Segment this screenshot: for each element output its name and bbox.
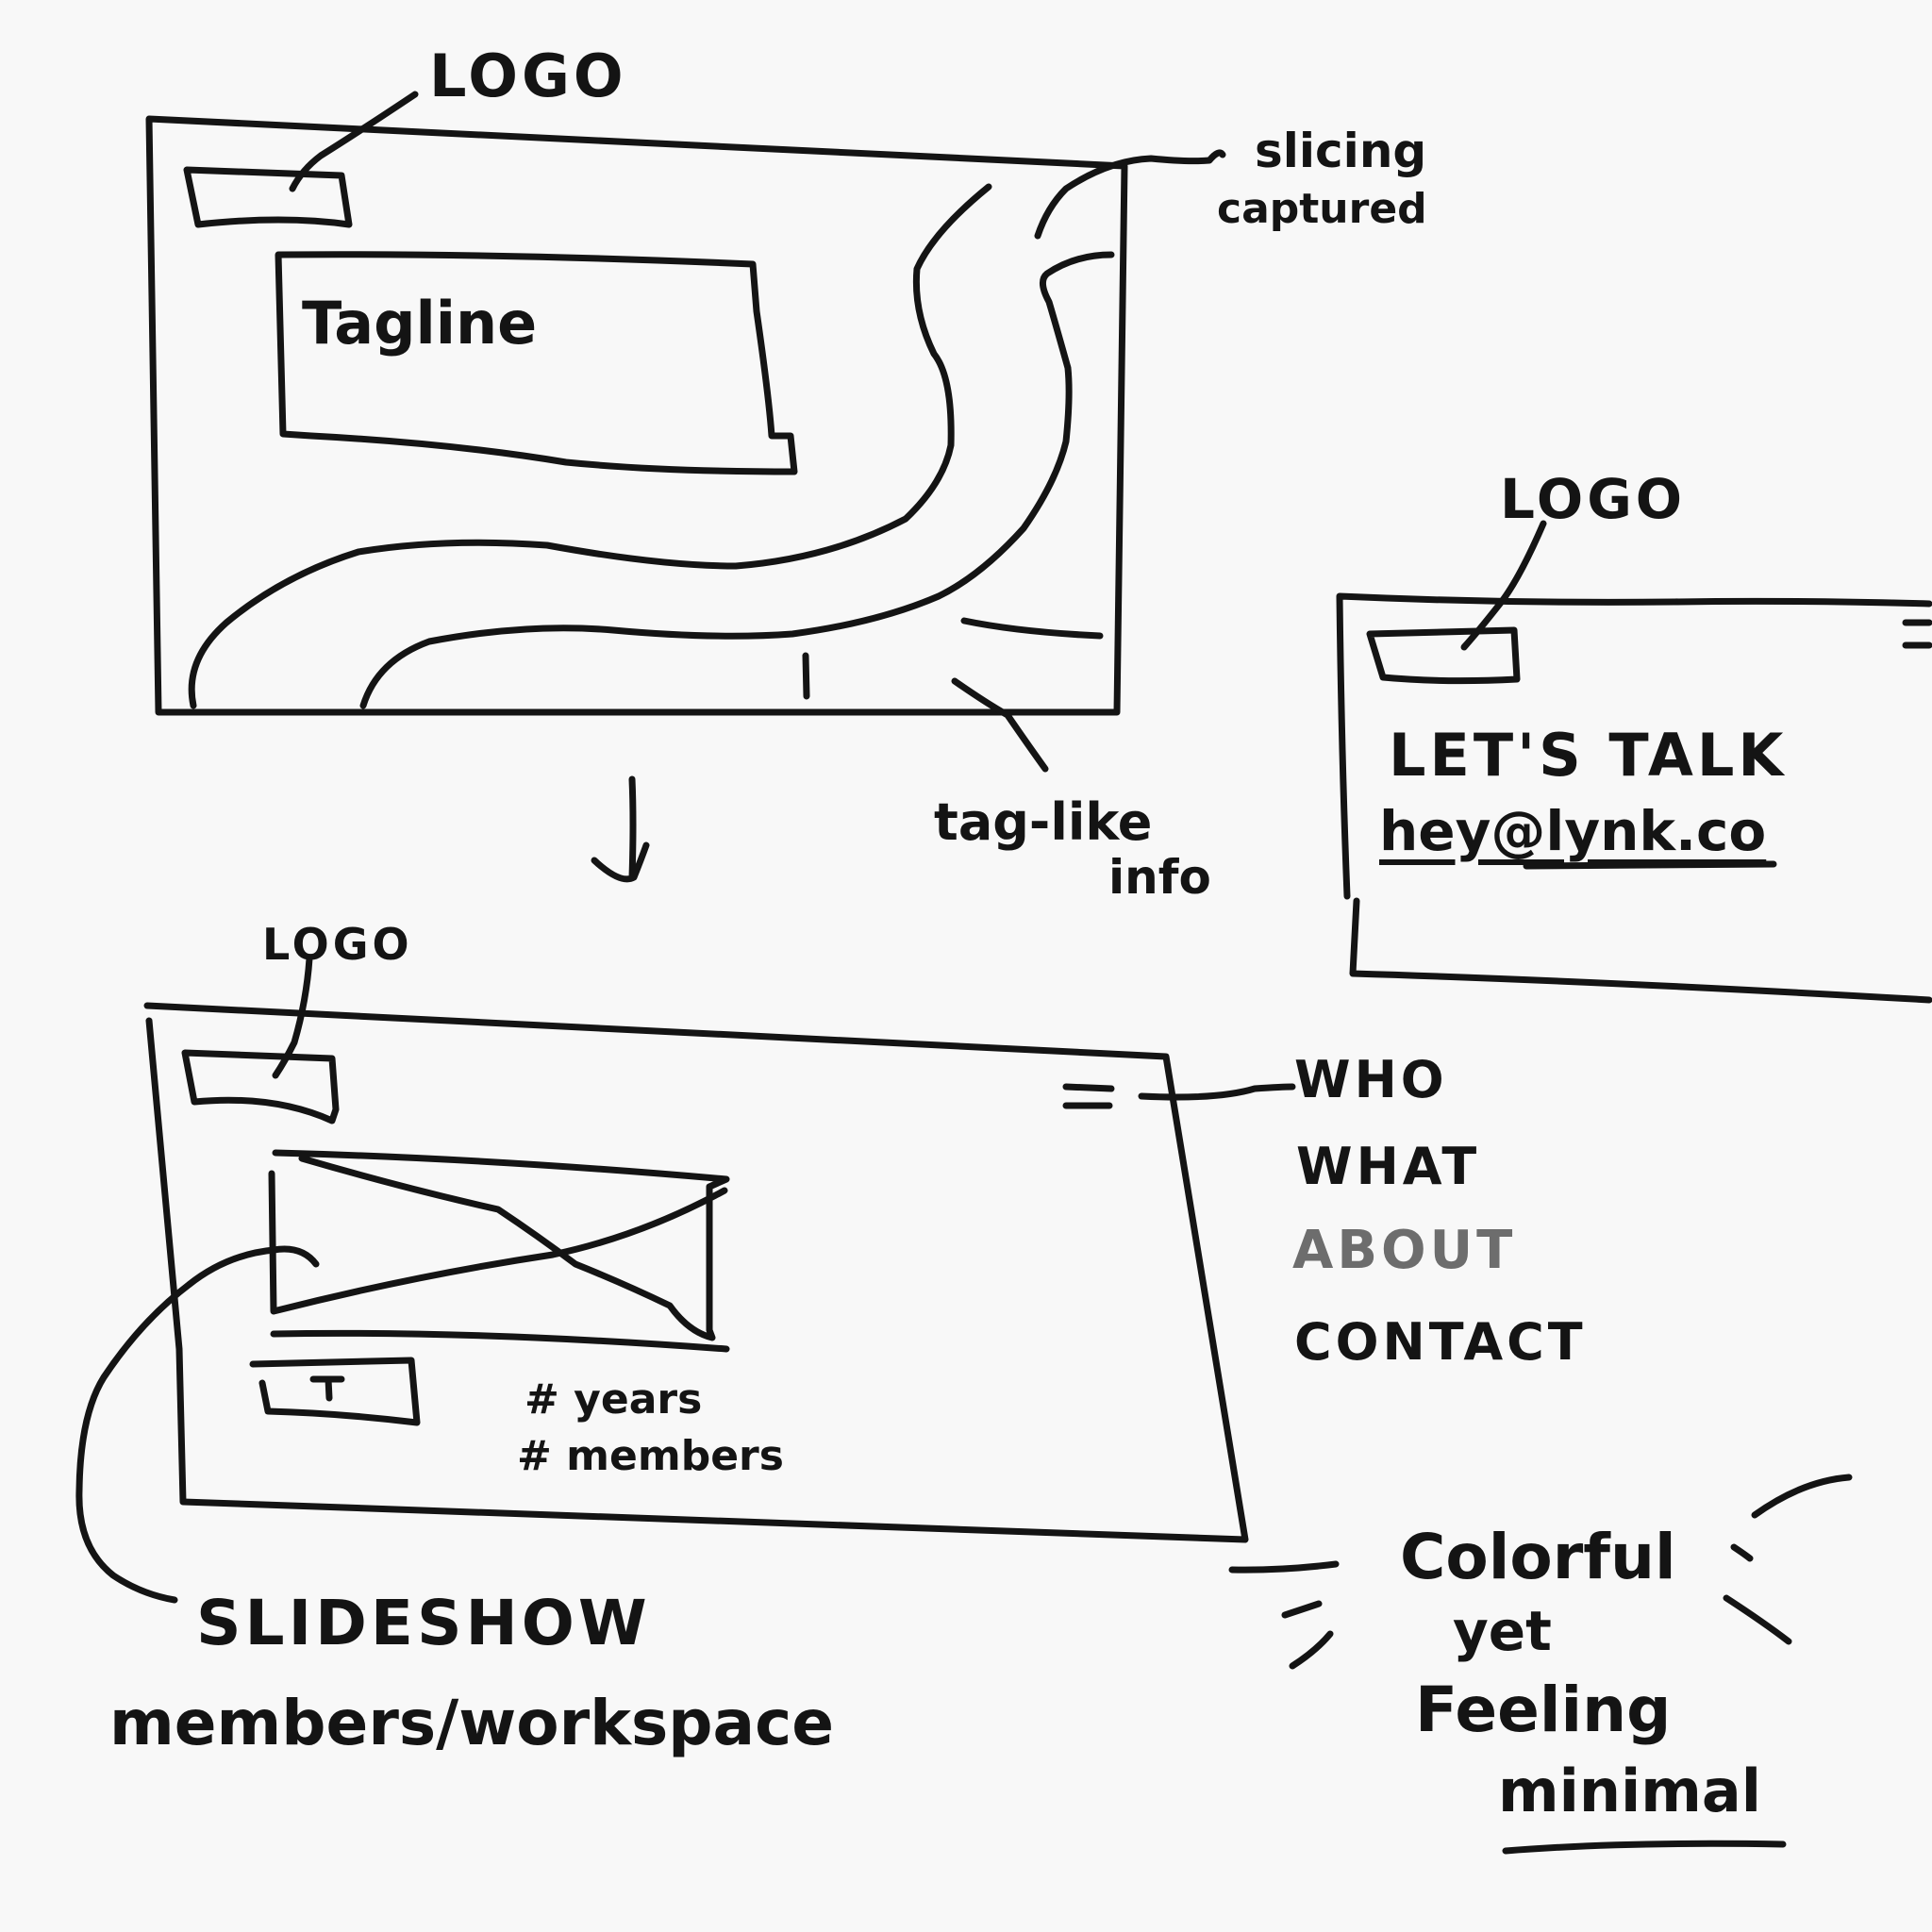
menu-item-contact: CONTACT <box>1294 1312 1587 1372</box>
menu-item-about: ABOUT <box>1292 1220 1517 1281</box>
contact-heading: LET'S TALK <box>1389 721 1788 790</box>
contact-hamburger <box>1902 619 1932 649</box>
mood-note-line-1: Colorful <box>1400 1521 1676 1593</box>
slideshow-note-title: SLIDESHOW <box>196 1587 651 1659</box>
mood-note-line-2: yet <box>1453 1599 1552 1663</box>
hero-tagline-box <box>275 251 798 475</box>
hero-tick <box>802 652 810 700</box>
contact-logo-box <box>1366 626 1521 685</box>
contact-logo-label: LOGO <box>1500 467 1687 531</box>
slideshow-pointer <box>75 1245 320 1604</box>
mood-dash-1 <box>1228 1560 1340 1574</box>
mood-underline <box>1502 1840 1787 1855</box>
about-slideshow-underline <box>270 1329 730 1353</box>
slideshow-note-subtitle: members/workspace <box>109 1687 834 1759</box>
hero-slicing-label-1: slicing <box>1255 124 1427 178</box>
about-logo-box <box>181 1049 340 1124</box>
hero-tag-line-1 <box>960 617 1104 640</box>
mood-dash-2 <box>1281 1600 1323 1619</box>
menu-item-what: WHAT <box>1296 1137 1481 1196</box>
about-slideshow-box <box>268 1149 730 1341</box>
mood-spark-2 <box>1730 1543 1754 1562</box>
hero-frame <box>145 115 1128 716</box>
contact-logo-pointer <box>1460 520 1547 651</box>
about-hamburger <box>1062 1083 1115 1109</box>
about-logo-label: LOGO <box>262 919 413 970</box>
hero-logo-box <box>183 166 353 228</box>
hero-logo-pointer <box>289 91 419 192</box>
menu-item-who: WHO <box>1294 1050 1448 1109</box>
about-menu-pointer <box>1138 1083 1296 1101</box>
hero-slicing-label-2: captured <box>1217 185 1427 233</box>
hero-tag-label-2: info <box>1108 850 1211 905</box>
hero-logo-label: LOGO <box>429 42 627 110</box>
about-frame <box>143 1002 1249 1543</box>
mood-dash-3 <box>1289 1630 1334 1670</box>
hero-ribbon-outer <box>188 183 992 709</box>
hero-tag-pointer <box>951 677 1049 773</box>
mood-note-line-4: minimal <box>1498 1757 1761 1825</box>
hero-tag-label-1: tag-like <box>934 792 1153 852</box>
mood-spark-1 <box>1751 1474 1853 1519</box>
about-stat-members: # members <box>517 1432 784 1480</box>
about-logo-pointer <box>272 955 313 1079</box>
flow-arrow <box>591 775 650 883</box>
contact-email-underline <box>1523 860 1777 870</box>
contact-frame <box>1336 592 1932 1004</box>
hero-slicing-pointer <box>1034 149 1226 240</box>
about-button-box <box>249 1357 421 1426</box>
hero-ribbon-inner <box>359 251 1115 709</box>
hero-tagline-label: Tagline <box>302 289 538 358</box>
about-stat-years: # years <box>525 1375 703 1424</box>
mood-note-line-3: Feeling <box>1415 1674 1672 1746</box>
mood-spark-3 <box>1723 1594 1792 1645</box>
contact-email: hey@lynk.co <box>1379 799 1767 863</box>
about-button-tick <box>309 1375 345 1402</box>
